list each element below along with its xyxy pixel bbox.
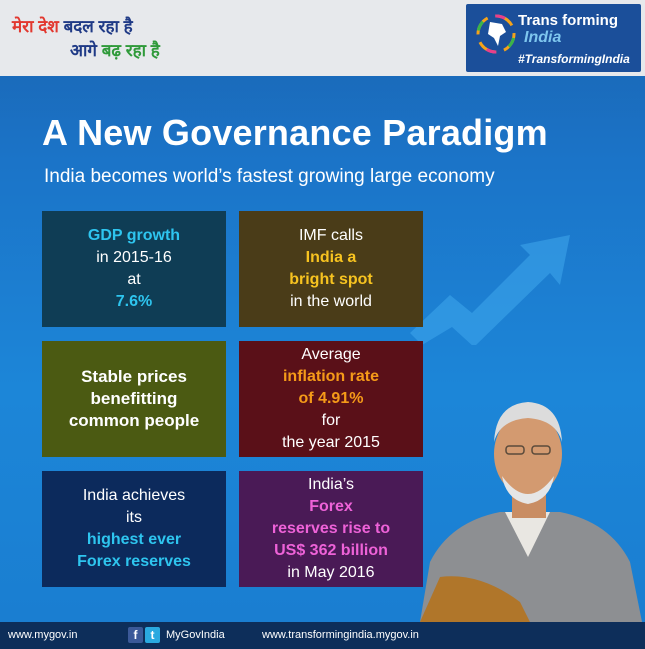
card-text: at [127,271,141,288]
card-text: bright spot [289,271,373,288]
card-text: Average [301,346,361,363]
card-text: IMF calls [298,227,363,244]
card-text: in May 2016 [287,564,375,581]
growth-arrow-icon [410,235,570,345]
card-inflation-rate: Average inflation rate of 4.91% for the … [239,341,423,457]
facebook-icon[interactable]: f [128,627,143,643]
card-text: India achieves [82,487,186,504]
person-photo [420,402,642,622]
page-title: A New Governance Paradigm [42,112,548,153]
hashtag: #TransformingIndia [518,52,630,66]
card-stable-prices: Stable prices benefitting common people [42,341,226,457]
logo-text-transforming: Trans forming [518,12,619,29]
slogan-line-1: मेरा देश बदल रहा है [12,14,133,37]
card-text: GDP growth [87,227,181,244]
card-text: in 2015-16 [96,249,172,266]
card-text: India a [305,249,357,266]
india-map-logo-icon [476,14,516,54]
card-imf-bright-spot: IMF calls India a bright spot in the wor… [239,211,423,327]
logo-text-india: India [524,29,562,46]
card-text: Forex reserves [77,553,191,570]
card-text: 7.6% [115,293,153,310]
slogan-word-navy: बदल रहा है [63,17,133,36]
twitter-icon[interactable]: t [145,627,160,643]
link-transforming-india[interactable]: www.transformingindia.mygov.in [262,629,419,641]
card-text: reserves rise to [271,520,391,537]
card-text: highest ever [86,531,182,548]
card-text: the year 2015 [282,434,380,451]
link-mygov[interactable]: www.mygov.in [8,629,78,641]
card-text: US$ 362 billion [274,542,388,559]
card-text: inflation rate [282,368,379,385]
footer-bar: www.mygov.in f t MyGovIndia www.transfor… [0,622,645,649]
card-text: common people [68,411,200,430]
card-text: its [125,509,142,526]
card-gdp-growth: GDP growth in 2015-16 at 7.6% [42,211,226,327]
card-forex-highest: India achieves its highest ever Forex re… [42,471,226,587]
page-subtitle: India becomes world’s fastest growing la… [44,166,495,187]
card-text: in the world [290,293,372,310]
card-text: benefitting [90,389,178,408]
card-text: for [321,412,341,429]
card-text: Forex [309,498,353,515]
slogan-word-red: मेरा देश [12,17,59,36]
card-text: India’s [308,476,354,493]
slogan-line-2: आगे बढ़ रहा है [70,38,160,61]
slogan-word-navy-2: आगे [70,41,97,60]
slogan-word-green: बढ़ रहा है [101,41,160,60]
social-handle[interactable]: MyGovIndia [166,629,225,641]
card-forex-reserves: India’s Forex reserves rise to US$ 362 b… [239,471,423,587]
card-text: of 4.91% [298,390,364,407]
card-text: Stable prices [81,367,187,386]
